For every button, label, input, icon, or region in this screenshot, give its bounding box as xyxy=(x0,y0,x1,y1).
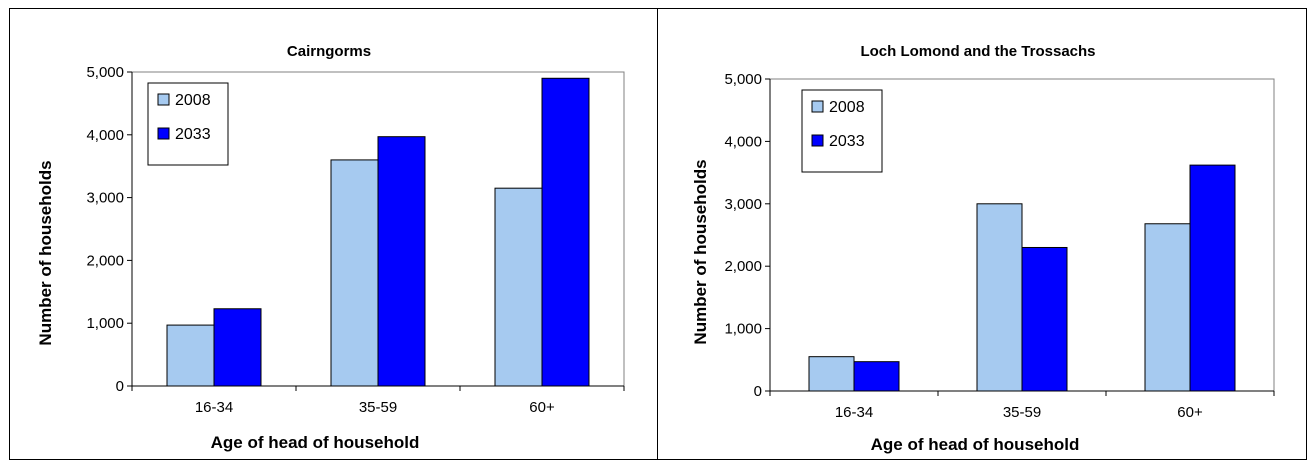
plot-area: 0 1,000 2,000 3,000 4,000 5,000 16-34 35-59 60+ 2… xyxy=(86,64,625,416)
x-axis-label: Age of head of household xyxy=(211,433,420,452)
y-tick-label: 4,000 xyxy=(724,133,762,150)
legend-label: 2008 xyxy=(829,99,865,116)
x-tick-label: 60+ xyxy=(1177,404,1203,421)
x-tick-label: 35-59 xyxy=(359,399,397,416)
y-tick-label: 0 xyxy=(116,378,124,395)
figure-frame xyxy=(9,8,1307,460)
bar-2008-35-59 xyxy=(330,159,379,387)
x-tick-label: 16-34 xyxy=(195,399,233,416)
y-tick-label: 5,000 xyxy=(724,71,762,88)
x-axis-label: Age of head of household xyxy=(871,435,1080,454)
bar-2008-60+ xyxy=(494,187,543,387)
bar-2033-35-59 xyxy=(377,136,426,387)
cairngorms-chart: Cairngorms Number of households Age of h… xyxy=(36,43,625,452)
y-tick-label: 3,000 xyxy=(724,196,762,213)
bar-2008-60+ xyxy=(1144,223,1191,392)
legend-swatch xyxy=(157,93,170,106)
y-tick-label: 0 xyxy=(754,383,762,400)
bar-2008-16-34 xyxy=(166,324,215,387)
legend-swatch xyxy=(811,100,824,113)
legend-swatch xyxy=(157,127,170,140)
chart-title: Loch Lomond and the Trossachs xyxy=(860,43,1095,60)
x-tick-label: 35-59 xyxy=(1003,404,1041,421)
bar-2033-16-34 xyxy=(853,361,900,392)
y-tick-label: 2,000 xyxy=(86,252,124,269)
panel-divider xyxy=(657,8,658,460)
y-tick-label: 5,000 xyxy=(86,64,124,81)
legend-swatch xyxy=(811,134,824,147)
y-tick-label: 1,000 xyxy=(86,315,124,332)
loch-lomond-chart: Loch Lomond and the Trossachs Number of … xyxy=(691,43,1275,454)
y-tick-label: 3,000 xyxy=(86,190,124,207)
y-tick-label: 4,000 xyxy=(86,127,124,144)
legend-label: 2033 xyxy=(175,126,211,143)
y-tick-label: 1,000 xyxy=(724,321,762,338)
x-tick-label: 60+ xyxy=(529,399,555,416)
legend-label: 2008 xyxy=(175,92,211,109)
bar-2008-16-34 xyxy=(808,356,855,392)
x-tick-label: 16-34 xyxy=(835,404,873,421)
bar-2033-35-59 xyxy=(1021,246,1068,392)
y-axis-label: Number of households xyxy=(36,160,55,345)
y-axis-label: Number of households xyxy=(691,159,710,344)
legend-label: 2033 xyxy=(829,133,865,150)
chart-title: Cairngorms xyxy=(287,43,371,60)
y-tick-label: 2,000 xyxy=(724,258,762,275)
bar-2033-60+ xyxy=(1189,164,1236,392)
bar-2008-35-59 xyxy=(976,203,1023,392)
bar-2033-60+ xyxy=(541,77,590,387)
plot-area: 0 1,000 2,000 3,000 4,000 5,000 16-34 35-59 60+ 2… xyxy=(724,71,1275,421)
bar-2033-16-34 xyxy=(213,308,262,387)
